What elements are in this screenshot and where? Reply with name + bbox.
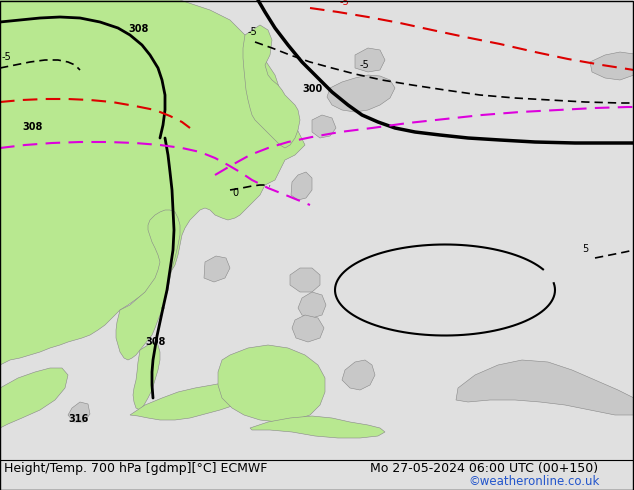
Polygon shape: [116, 210, 180, 360]
Bar: [0, 458, 634, 490]
Polygon shape: [290, 268, 320, 292]
Polygon shape: [243, 25, 300, 148]
Text: -5: -5: [340, 0, 350, 7]
Polygon shape: [133, 342, 160, 410]
Text: ©weatheronline.co.uk: ©weatheronline.co.uk: [468, 475, 599, 488]
Text: Height/Temp. 700 hPa [gdmp][°C] ECMWF: Height/Temp. 700 hPa [gdmp][°C] ECMWF: [4, 462, 268, 475]
Polygon shape: [250, 416, 385, 438]
Text: -5: -5: [248, 27, 258, 37]
Polygon shape: [355, 48, 385, 72]
Text: 316: 316: [68, 414, 88, 424]
Text: -5: -5: [2, 52, 12, 62]
Polygon shape: [298, 292, 326, 318]
Polygon shape: [292, 315, 324, 342]
Polygon shape: [590, 52, 634, 80]
Text: 308: 308: [22, 122, 42, 132]
Text: 308: 308: [145, 337, 165, 347]
Polygon shape: [456, 360, 634, 415]
Text: 0: 0: [232, 188, 238, 198]
Text: 5: 5: [582, 244, 588, 254]
Text: -5: -5: [360, 60, 370, 70]
Text: 308: 308: [128, 24, 148, 34]
Polygon shape: [327, 75, 395, 112]
Polygon shape: [68, 402, 90, 422]
Polygon shape: [218, 345, 325, 422]
Text: Mo 27-05-2024 06:00 UTC (00+150): Mo 27-05-2024 06:00 UTC (00+150): [370, 462, 598, 475]
Polygon shape: [291, 172, 312, 200]
Polygon shape: [130, 377, 270, 420]
Text: 300: 300: [302, 84, 322, 94]
Polygon shape: [204, 256, 230, 282]
Polygon shape: [312, 115, 336, 138]
Polygon shape: [342, 360, 375, 390]
Polygon shape: [0, 0, 305, 365]
Polygon shape: [0, 368, 68, 428]
